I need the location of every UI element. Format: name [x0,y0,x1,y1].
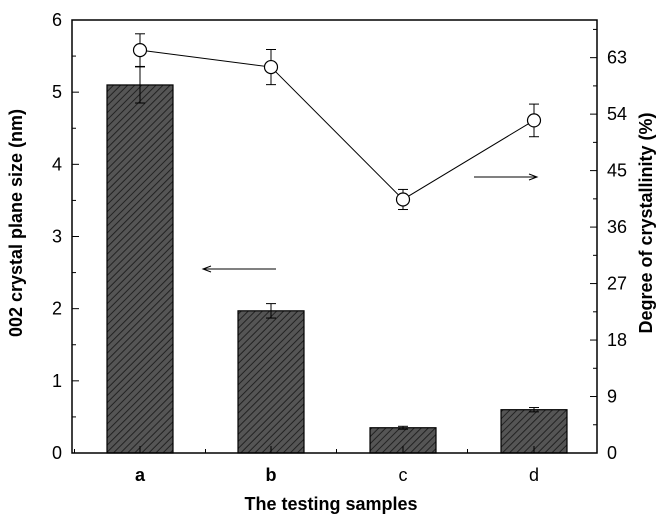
left-tick-label: 2 [52,299,62,319]
right-tick-label: 0 [607,443,617,463]
bar-d [500,409,568,454]
bar-error-b [266,303,276,319]
bar-error-c [398,425,408,430]
right-tick-label: 18 [607,330,627,350]
left-tick-label: 1 [52,371,62,391]
crystallinity-line [139,49,535,201]
point-d [526,113,542,128]
left-y-axis-title: 002 crystal plane size (nm) [6,109,26,337]
x-tick-label-c: c [399,465,408,485]
right-y-axis-title: Degree of crystallinity (%) [636,112,656,333]
right-tick-label: 63 [607,48,627,68]
bar-a [106,84,174,454]
point-b [263,59,279,75]
arrow-right [474,173,539,181]
x-tick-label-b: b [266,465,277,485]
x-axis-title: The testing samples [244,494,417,514]
bars-layer [106,84,568,454]
x-tick-label-d: d [529,465,539,485]
x-tick-label-a: a [135,465,146,485]
error-bars-layer [135,66,539,430]
left-tick-label: 0 [52,443,62,463]
point-a [132,43,148,58]
right-tick-label: 36 [607,217,627,237]
crystallinity-line-layer [132,33,542,211]
annotation-arrows-layer [201,173,539,273]
arrow-left [201,265,276,273]
right-tick-label: 54 [607,104,627,124]
point-c [395,192,411,207]
right-tick-label: 27 [607,274,627,294]
right-tick-label: 45 [607,161,627,181]
left-tick-label: 4 [52,154,62,174]
left-tick-label: 3 [52,227,62,247]
left-tick-label: 5 [52,82,62,102]
bar-error-d [529,407,539,413]
left-tick-label: 6 [52,10,62,30]
right-tick-label: 9 [607,387,617,407]
bar-b [237,310,305,454]
